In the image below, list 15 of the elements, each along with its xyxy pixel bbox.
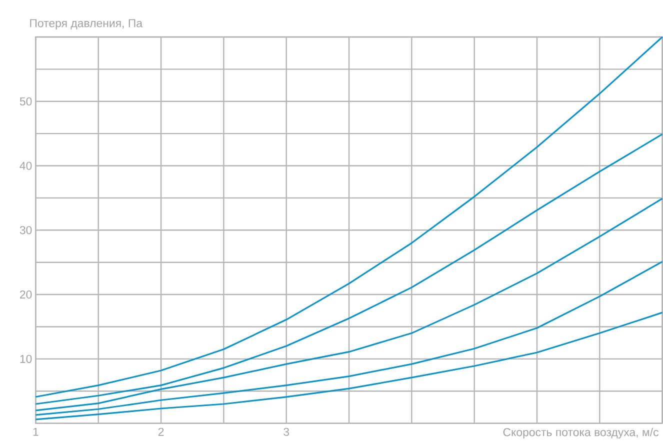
- y-tick-label: 20: [20, 290, 32, 299]
- line-series: [34, 260, 663, 416]
- line-series: [34, 133, 663, 405]
- line-series: [34, 36, 663, 398]
- x-tick-label: 3: [284, 428, 290, 436]
- x-axis-title: Скорость потока воздуха, м/с: [503, 428, 658, 438]
- y-tick-label: 50: [20, 97, 32, 106]
- y-tick-label: 30: [20, 226, 32, 234]
- x-tick-label: 2: [158, 428, 164, 436]
- y-axis-title: Потеря давления, Па: [30, 19, 143, 30]
- y-tick-label: 40: [20, 162, 32, 170]
- line-series: [34, 198, 663, 412]
- y-tick-label: 10: [20, 354, 32, 363]
- line-series: [34, 312, 663, 420]
- x-tick-label: 1: [33, 428, 38, 436]
